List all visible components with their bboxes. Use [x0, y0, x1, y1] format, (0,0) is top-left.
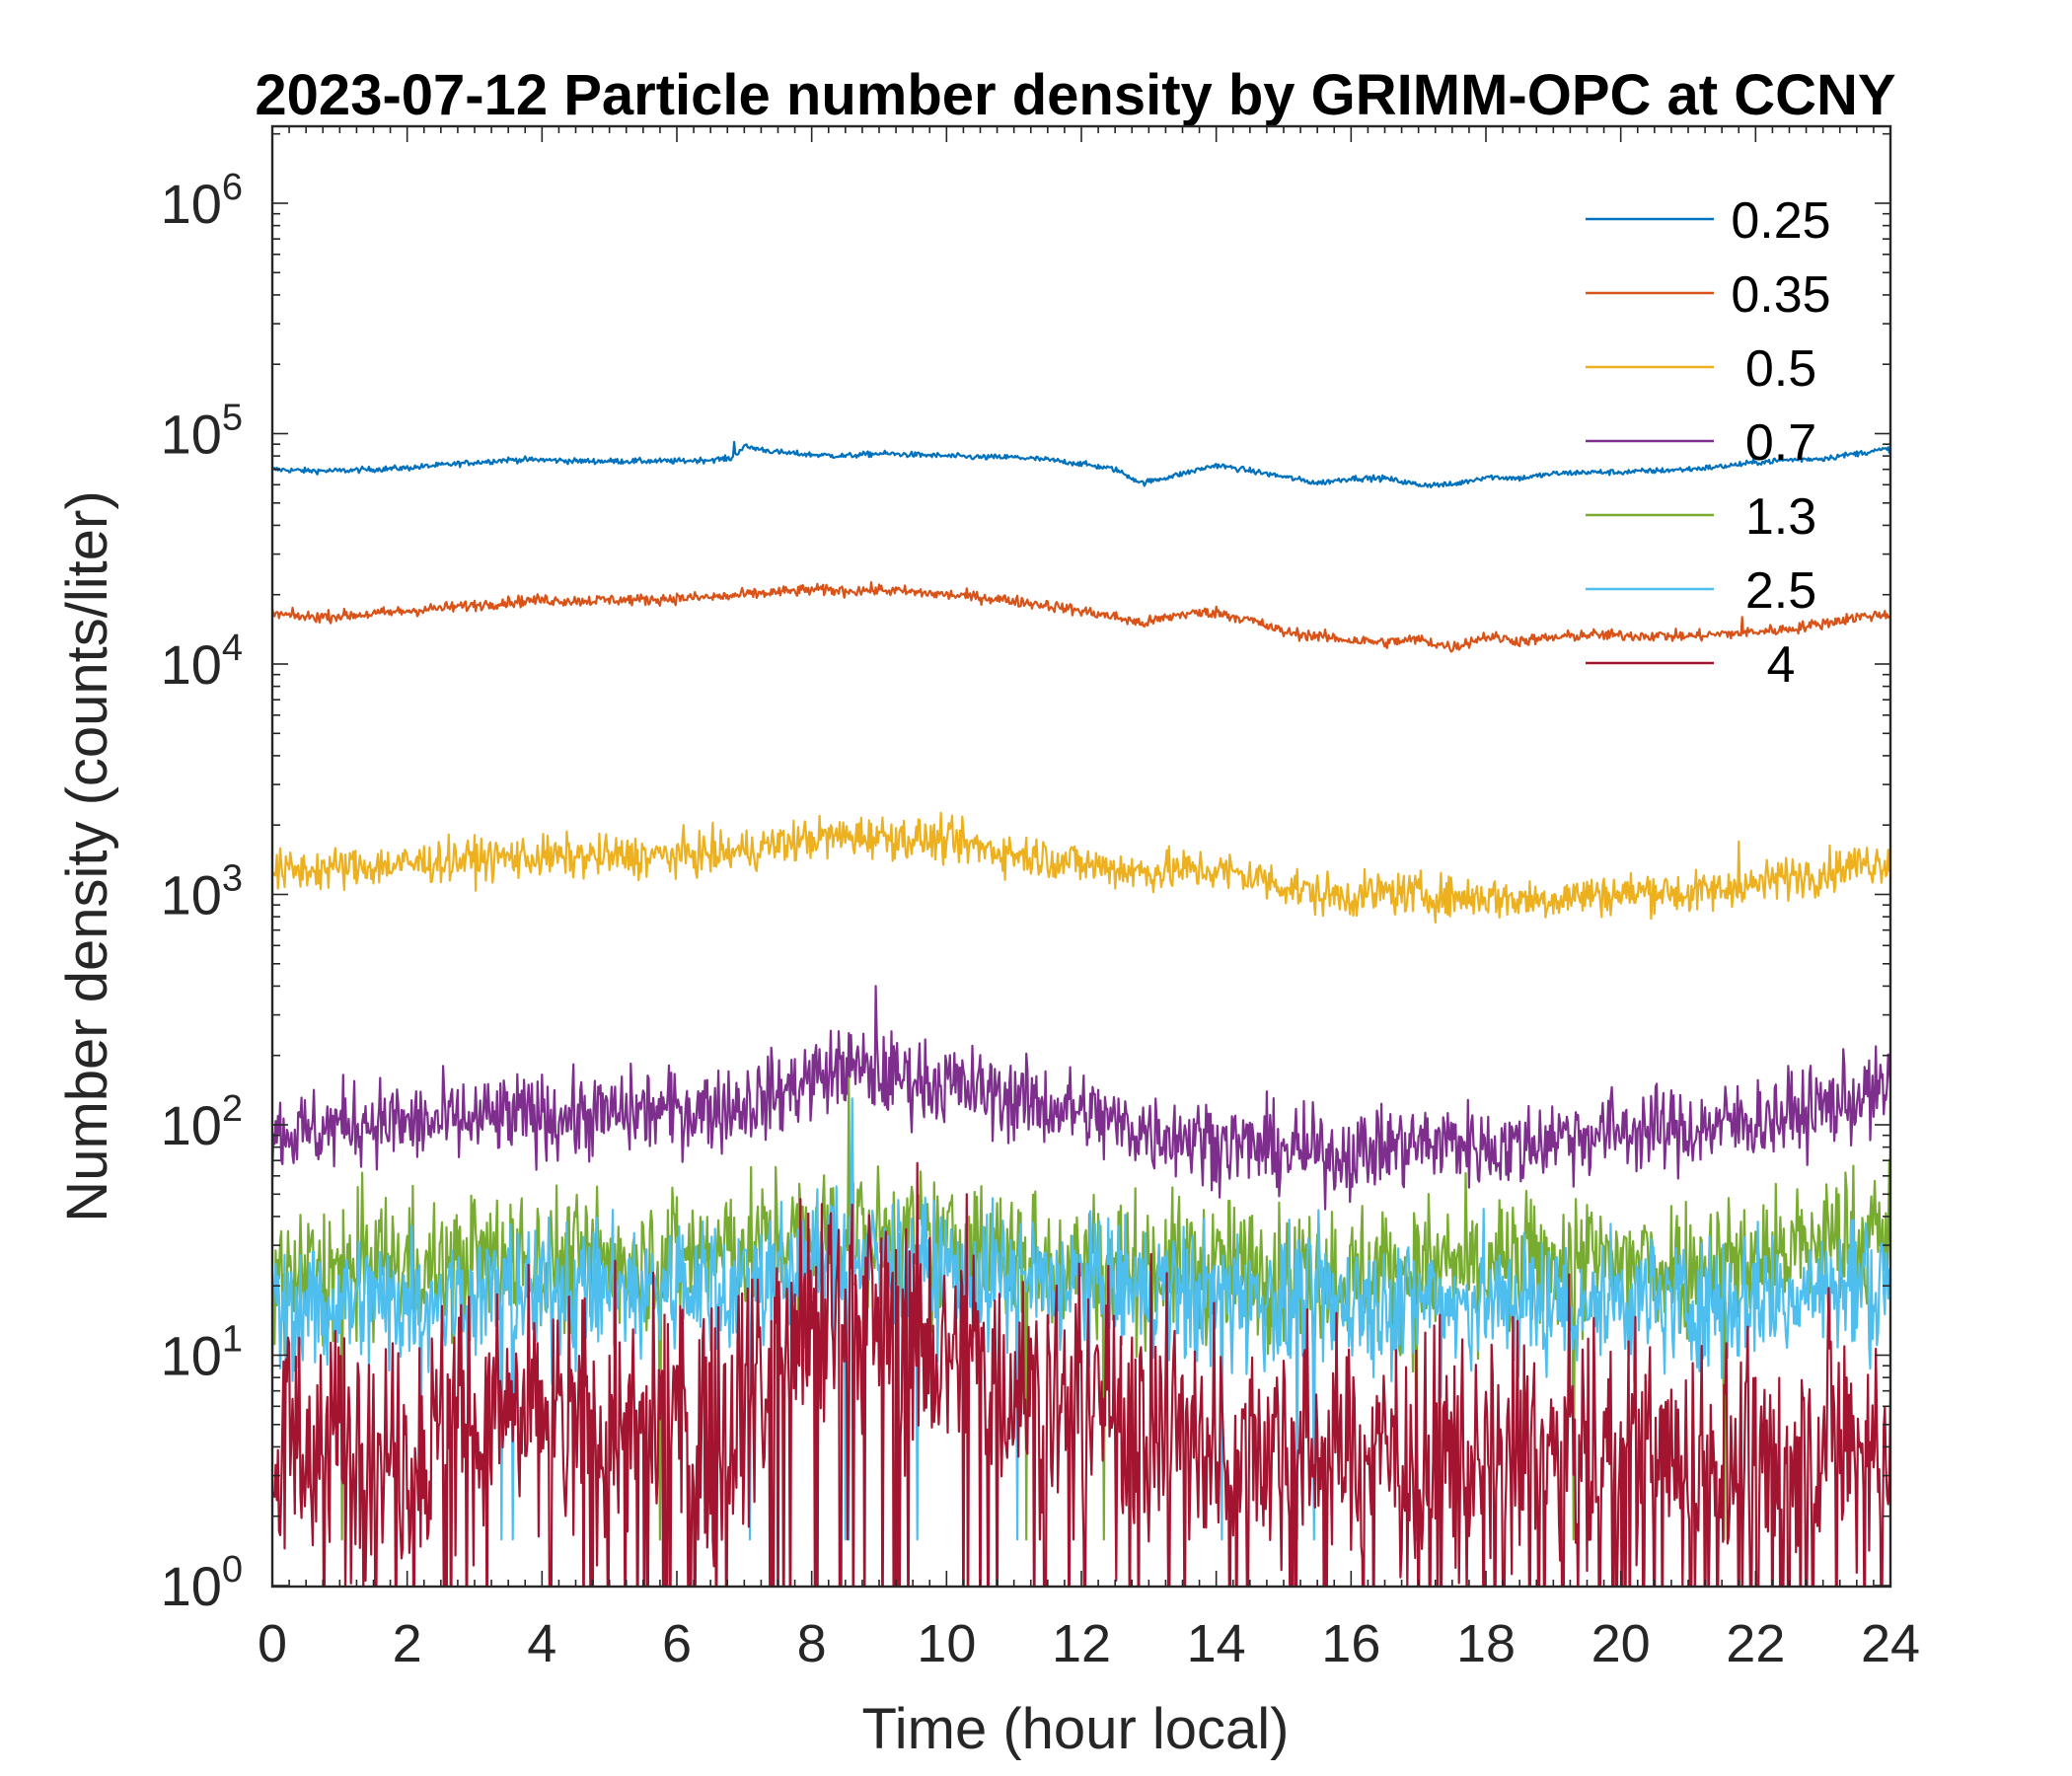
legend-label: 0.35 [1731, 266, 1830, 324]
series-line-0-7 [272, 985, 1890, 1211]
x-tick-label: 10 [917, 1614, 976, 1673]
x-tick-label: 22 [1726, 1614, 1785, 1673]
y-tick-label: 100 [161, 1549, 243, 1617]
y-tick-label: 105 [161, 398, 243, 466]
legend-label: 0.5 [1745, 340, 1816, 398]
legend-label: 0.25 [1731, 192, 1830, 250]
y-tick-label: 104 [161, 628, 243, 696]
x-tick-label: 18 [1456, 1614, 1516, 1673]
x-tick-label: 6 [662, 1614, 692, 1673]
legend: 0.25 0.35 0.5 0.7 1.3 2.5 4 [1586, 192, 1831, 694]
x-axis-label: Time (hour local) [862, 1697, 1290, 1761]
x-tick-label: 24 [1861, 1614, 1920, 1673]
y-tick-label: 106 [161, 167, 243, 235]
x-tick-label: 12 [1052, 1614, 1111, 1673]
ticks-layer: 0 2 4 6 8 10 12 14 16 18 20 22 241001011021031041051… [161, 126, 1920, 1673]
series-line-4 [272, 1161, 1890, 1587]
x-tick-label: 8 [797, 1614, 827, 1673]
x-tick-label: 14 [1187, 1614, 1246, 1673]
x-tick-label: 20 [1591, 1614, 1651, 1673]
x-tick-label: 4 [527, 1614, 556, 1673]
chart-title: 2023-07-12 Particle number density by GR… [255, 63, 1895, 127]
x-tick-label: 0 [258, 1614, 287, 1673]
series-line-0-35 [272, 581, 1890, 653]
y-axis-label: Number density (counts/liter) [55, 490, 119, 1221]
series-line-0-25 [272, 440, 1890, 488]
x-tick-label: 2 [393, 1614, 422, 1673]
legend-label: 0.7 [1745, 414, 1816, 472]
legend-label: 2.5 [1745, 562, 1816, 620]
x-tick-label: 16 [1321, 1614, 1380, 1673]
series-line-0-5 [272, 811, 1890, 925]
legend-label: 1.3 [1745, 488, 1816, 546]
legend-label: 4 [1767, 636, 1796, 694]
y-tick-label: 102 [161, 1088, 243, 1156]
y-tick-label: 103 [161, 858, 243, 926]
series-line-2-5 [272, 1097, 1890, 1541]
series-layer [272, 440, 1890, 1587]
y-tick-label: 101 [161, 1319, 243, 1387]
